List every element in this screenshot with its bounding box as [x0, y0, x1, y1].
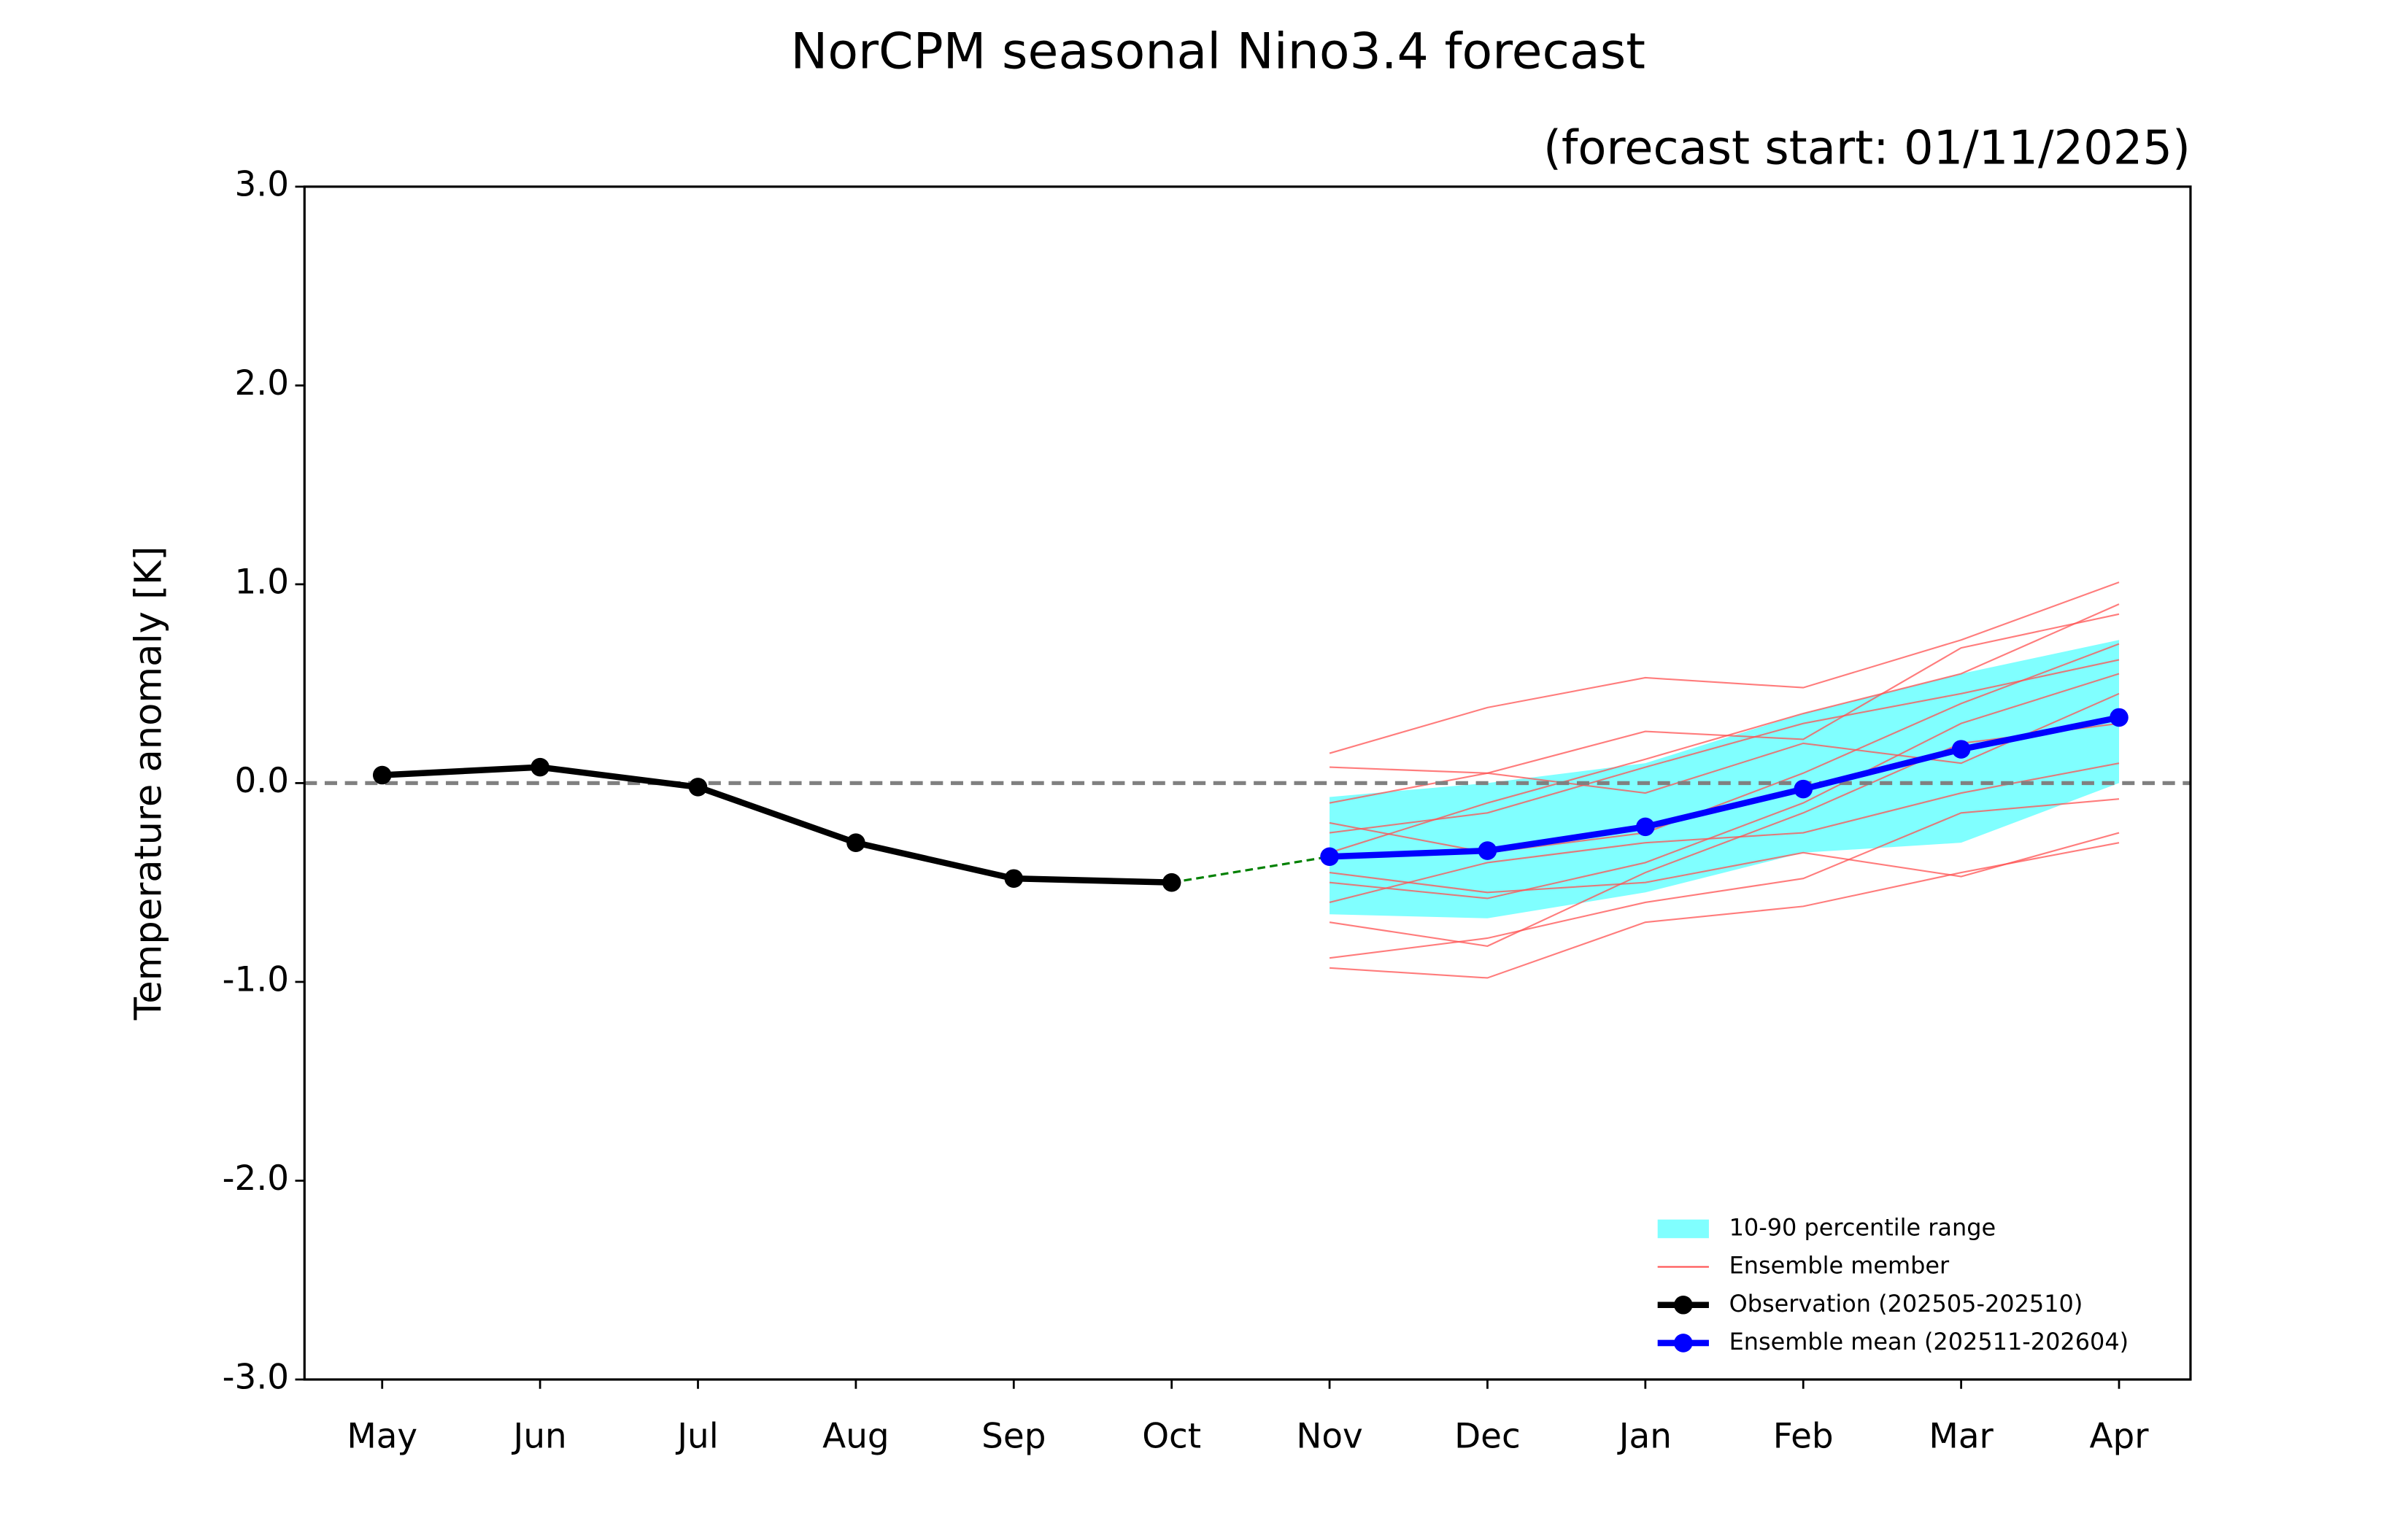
legend-marker [1674, 1334, 1693, 1353]
y-tick-label: -3.0 [223, 1358, 289, 1397]
x-tick-label: Nov [1296, 1417, 1362, 1456]
series-line [1329, 714, 2120, 860]
series-point [1636, 817, 1655, 837]
series-point [846, 833, 865, 852]
ensemble-member [1329, 673, 2120, 900]
x-tick-label: Jan [1617, 1417, 1672, 1456]
series-line [382, 764, 1172, 886]
legend-label: Ensemble mean (202511-202604) [1729, 1328, 2129, 1355]
x-tick-label: May [347, 1417, 417, 1456]
y-tick-label: 0.0 [235, 762, 289, 801]
series-point [372, 765, 392, 785]
ensemble-member [1330, 613, 2120, 774]
legend-label: Ensemble member [1729, 1252, 1950, 1280]
ensemble-member [1329, 842, 2120, 979]
ensemble-member [1329, 659, 2120, 834]
series-point [2110, 708, 2129, 727]
legend-label: Observation (202505-202510) [1729, 1290, 2083, 1318]
chart-subtitle: (forecast start: 01/11/2025) [1543, 121, 2191, 175]
series-point [1004, 869, 1024, 889]
ensemble-member [1329, 762, 2120, 903]
y-tick-label: 1.0 [235, 562, 289, 602]
legend-marker [1674, 1296, 1693, 1315]
x-tick-label: Mar [1929, 1417, 1994, 1456]
legend-band [1657, 1219, 1709, 1239]
ensemble-member [1329, 581, 2120, 754]
percentile-band [1330, 640, 2119, 918]
chart-title: NorCPM seasonal Nino3.4 forecast [790, 23, 1645, 80]
y-tick-label: -2.0 [223, 1159, 289, 1199]
x-tick-label: Jul [675, 1417, 719, 1456]
series-point [1794, 779, 1813, 799]
y-tick-label: -1.0 [223, 960, 289, 999]
ensemble-member [1329, 722, 2120, 947]
series-point [688, 778, 708, 797]
series-point [1162, 873, 1181, 892]
x-tick-label: Apr [2089, 1417, 2149, 1456]
y-axis-label: Temperature anomaly [K] [128, 546, 171, 1021]
ensemble-member [1329, 692, 2120, 804]
x-tick-label: Dec [1454, 1417, 1521, 1456]
y-tick-label: 2.0 [235, 364, 289, 403]
x-tick-label: Jun [512, 1417, 567, 1456]
y-tick-label: 3.0 [235, 165, 289, 204]
series-point [1951, 740, 1971, 759]
ensemble-member [1329, 603, 2120, 854]
series-point [530, 757, 549, 777]
series-point [1320, 847, 1339, 867]
x-tick-label: Feb [1773, 1417, 1834, 1456]
ensemble-member [1329, 832, 2120, 894]
x-tick-label: Sep [981, 1417, 1046, 1456]
series-point [1478, 841, 1497, 860]
x-tick-label: Oct [1142, 1417, 1201, 1456]
legend-label: 10-90 percentile range [1729, 1213, 1996, 1241]
ensemble-member [1329, 643, 2120, 854]
x-tick-label: Aug [822, 1417, 889, 1456]
connector [1171, 855, 1330, 884]
